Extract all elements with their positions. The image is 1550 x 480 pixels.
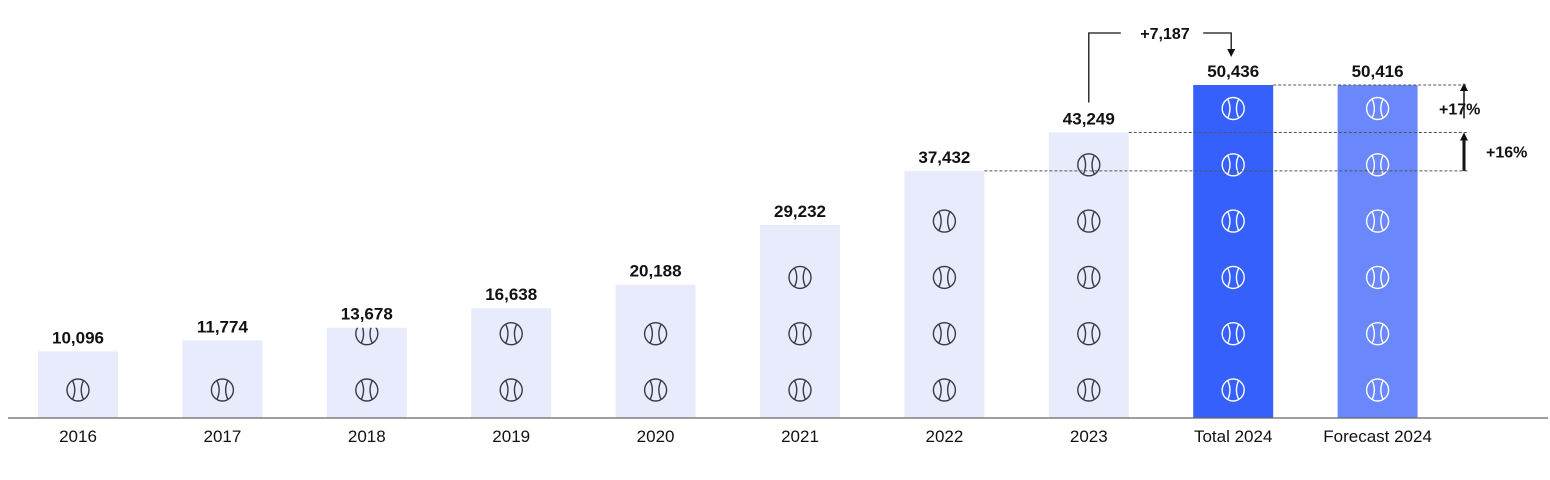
tennis-ball-icon <box>499 322 523 346</box>
tennis-ball-icon <box>932 378 957 402</box>
tennis-ball-icon <box>1365 209 1390 233</box>
tennis-ball-icon <box>788 378 812 402</box>
x-tick-labels-group: 2016 2017 2018 2019 2020 2021 2022 2023 Total 20… <box>59 427 1432 446</box>
x-tick-label: 2022 <box>925 427 963 446</box>
x-tick-label: 2020 <box>637 427 675 446</box>
value-labels-group: 10,096 11,774 13,678 16,638 20,188 29,232 37,4… <box>52 62 1404 347</box>
value-label: 43,249 <box>1063 109 1115 128</box>
tennis-ball-icon <box>788 322 812 346</box>
value-label: 16,638 <box>485 285 537 304</box>
tennis-ball-icon <box>1365 153 1390 177</box>
bar <box>471 308 552 418</box>
difference-arrow <box>1203 32 1236 57</box>
tennis-ball-icon <box>210 378 235 402</box>
bar <box>760 224 840 418</box>
tennis-ball-icon <box>355 378 379 402</box>
tennis-ball-icon <box>1077 265 1101 290</box>
bar <box>38 351 118 418</box>
x-tick-label: 2016 <box>59 427 97 446</box>
tennis-ball-icon <box>1221 378 1245 402</box>
tennis-ball-icon <box>643 378 668 402</box>
tennis-ball-icon <box>788 265 812 290</box>
tennis-ball-icon <box>1221 96 1245 121</box>
x-tick-label: 2021 <box>781 427 819 446</box>
tennis-ball-icon <box>1365 322 1390 346</box>
value-label: 37,432 <box>918 148 970 167</box>
bar <box>615 284 696 418</box>
tennis-ball-icon <box>932 209 957 233</box>
tennis-ball-icon <box>643 322 668 346</box>
value-label: 50,436 <box>1207 62 1259 81</box>
tennis-ball-icon <box>499 378 523 402</box>
value-label: 50,416 <box>1352 62 1404 81</box>
tennis-ball-icon <box>1077 378 1101 402</box>
tennis-ball-icon <box>1221 265 1245 290</box>
value-label: 20,188 <box>630 262 682 281</box>
bars-group <box>38 85 1418 418</box>
tennis-ball-icon <box>1077 322 1101 346</box>
tennis-ball-icon <box>1365 378 1390 402</box>
value-label: 29,232 <box>774 202 826 221</box>
value-label: 13,678 <box>341 305 393 324</box>
x-tick-label: 2017 <box>203 427 241 446</box>
value-label: 10,096 <box>52 328 104 347</box>
growth-label-lower: +16% <box>1486 145 1527 162</box>
tennis-ball-icon <box>1221 153 1245 177</box>
x-tick-label: Forecast 2024 <box>1323 427 1432 446</box>
value-label: 11,774 <box>197 317 249 336</box>
x-tick-label: 2018 <box>348 427 386 446</box>
difference-bracket <box>1088 32 1121 103</box>
bar <box>326 327 407 418</box>
tennis-ball-icon <box>932 265 957 290</box>
annotations-group: +7,187 +17% +16% <box>984 26 1527 172</box>
difference-label: +7,187 <box>1140 26 1189 43</box>
tennis-ball-icon <box>1221 209 1245 233</box>
bar <box>1337 85 1418 418</box>
tennis-ball-icon <box>355 327 379 346</box>
bar <box>904 170 985 418</box>
tennis-ball-icon <box>1077 209 1101 233</box>
tennis-ball-icon <box>66 378 90 402</box>
x-tick-label: 2019 <box>492 427 530 446</box>
tennis-ball-icon <box>1365 265 1390 290</box>
tennis-ball-icon <box>932 322 957 346</box>
x-tick-label: 2023 <box>1070 427 1108 446</box>
tennis-ball-icon <box>1365 96 1390 121</box>
tennis-ball-icon <box>1221 322 1245 346</box>
bar <box>1193 85 1274 418</box>
bar <box>1048 132 1129 418</box>
x-tick-label: Total 2024 <box>1194 427 1272 446</box>
tennis-ball-icon <box>1077 153 1101 177</box>
growth-label-upper: +17% <box>1439 102 1480 119</box>
